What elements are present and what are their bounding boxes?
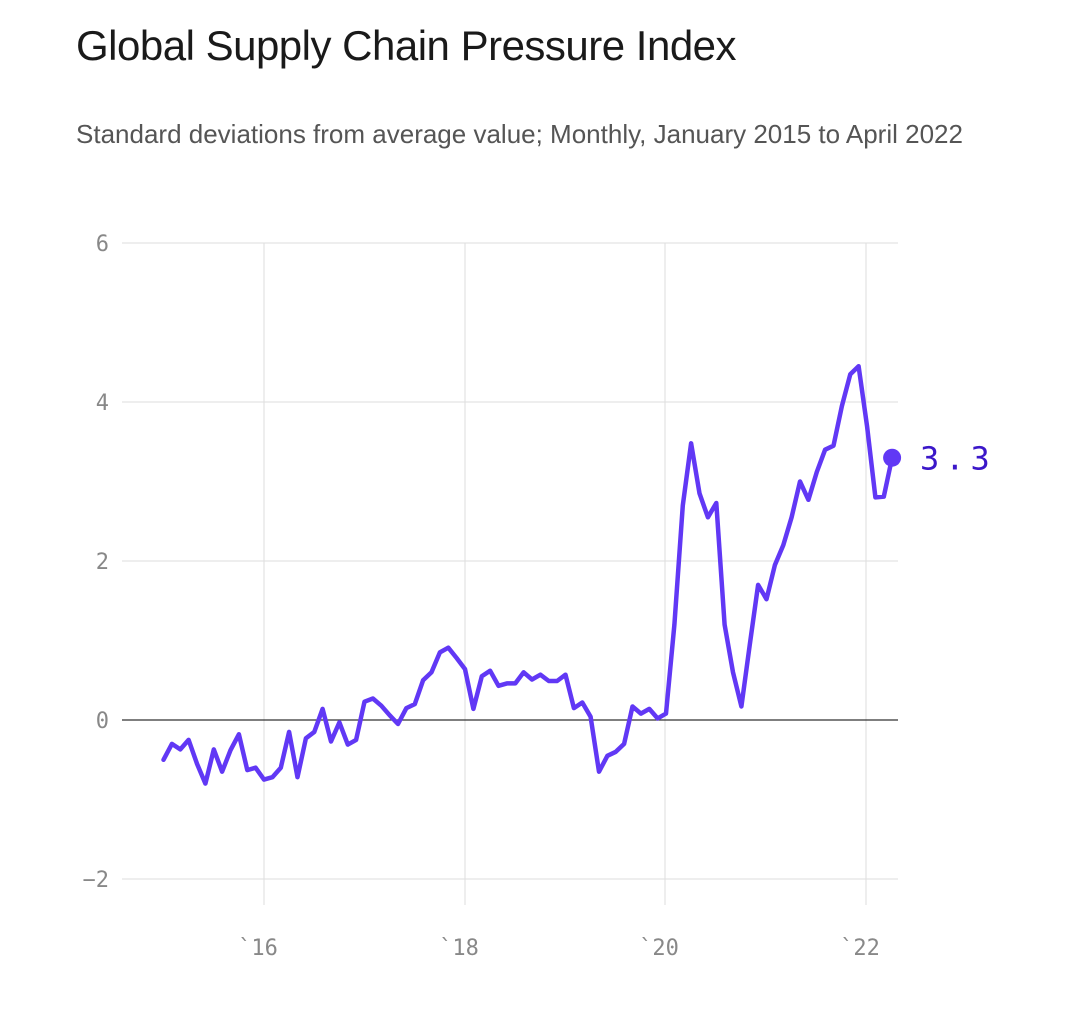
y-tick-label: −2 bbox=[83, 868, 110, 893]
y-tick-label: 2 bbox=[96, 550, 109, 575]
x-tick-label: `22 bbox=[840, 936, 880, 961]
grid-layer bbox=[122, 242, 898, 905]
y-tick-label: 6 bbox=[96, 232, 109, 257]
chart-subtitle: Standard deviations from average value; … bbox=[76, 119, 963, 149]
y-axis-labels: 6 4 2 0 −2 bbox=[83, 232, 110, 893]
x-tick-label: `20 bbox=[639, 936, 679, 961]
end-point-marker bbox=[883, 448, 902, 467]
y-tick-label: 4 bbox=[96, 391, 109, 416]
y-tick-label: 0 bbox=[96, 709, 109, 734]
end-value-label: 3.3 bbox=[920, 440, 996, 478]
series-line-gscpi bbox=[161, 363, 895, 786]
x-tick-label: `18 bbox=[439, 936, 479, 961]
x-tick-label: `16 bbox=[238, 936, 278, 961]
chart-title: Global Supply Chain Pressure Index bbox=[76, 22, 737, 69]
x-axis-labels: `16 `18 `20 `22 bbox=[238, 936, 880, 961]
